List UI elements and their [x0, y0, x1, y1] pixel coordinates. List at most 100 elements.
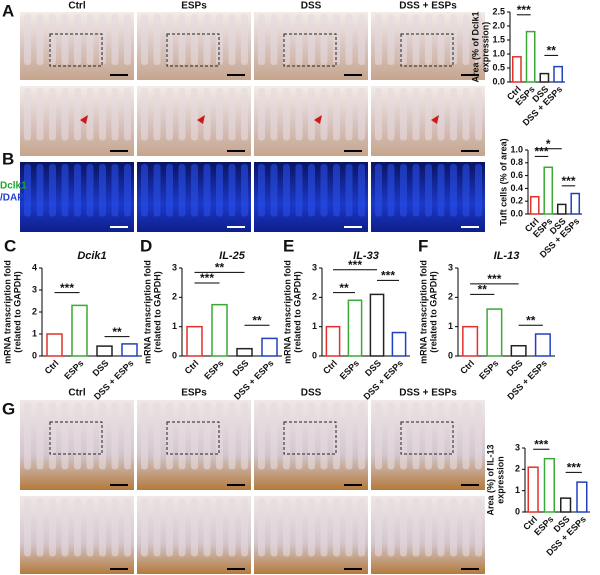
- villus: [36, 14, 44, 65]
- villus: [24, 498, 31, 557]
- bar: [236, 347, 253, 357]
- panel-letter: C: [4, 236, 16, 255]
- villus: [333, 164, 340, 217]
- y-tick-label: 3: [312, 262, 317, 272]
- villus: [345, 88, 353, 141]
- villus: [241, 402, 248, 470]
- villus: [358, 14, 365, 65]
- villus: [358, 402, 365, 470]
- villus: [141, 402, 148, 470]
- significance-label: **: [526, 313, 536, 327]
- significance-label: *: [546, 137, 551, 151]
- bar: [121, 343, 138, 357]
- column-label: DSS: [301, 1, 322, 12]
- zoom-box: [166, 33, 220, 67]
- x-tick-label: DSS: [230, 358, 250, 378]
- villus: [124, 88, 131, 141]
- bar: [539, 72, 550, 83]
- column-label: DSS: [301, 388, 322, 399]
- bar: [527, 466, 539, 513]
- villus: [308, 164, 315, 217]
- villus: [450, 498, 457, 557]
- villus: [258, 164, 265, 217]
- villus: [425, 14, 432, 65]
- y-tick-label: 0: [32, 350, 37, 360]
- zoom-box: [400, 33, 454, 67]
- villus: [283, 164, 290, 217]
- villus: [86, 14, 94, 65]
- y-tick-label: 2: [172, 292, 177, 302]
- villus: [203, 88, 211, 141]
- bar: [347, 299, 363, 357]
- x-tick-label: Ctrl: [183, 358, 201, 376]
- x-tick-label: Ctrl: [458, 358, 476, 376]
- villus: [178, 402, 186, 470]
- villus: [203, 402, 211, 470]
- villus: [178, 498, 186, 557]
- villus: [333, 498, 340, 557]
- villus: [99, 88, 106, 141]
- y-axis-label: mRNA transcription fold: [2, 260, 12, 364]
- column-label: ESPs: [181, 388, 207, 399]
- villus: [400, 14, 407, 65]
- villus: [191, 402, 198, 470]
- column-label: Ctrl: [68, 388, 85, 399]
- villus: [320, 164, 328, 217]
- villus: [61, 88, 69, 141]
- y-axis-label: Area (% of Dclk1: [470, 11, 480, 82]
- significance-label: **: [215, 261, 225, 275]
- y-tick-label: 0.0: [492, 76, 505, 86]
- y-tick-label: 3: [448, 262, 453, 272]
- villus: [61, 164, 69, 217]
- panel-letter: B: [2, 149, 14, 168]
- villus: [462, 14, 470, 65]
- villus: [86, 88, 94, 141]
- zoom-box: [283, 421, 337, 455]
- villus: [425, 164, 432, 217]
- y-axis-label: (related to GAPDH): [428, 271, 438, 353]
- y-axis-label: (related to GAPDH): [12, 271, 22, 353]
- villus: [320, 402, 328, 470]
- zoom-box: [49, 33, 103, 67]
- villus: [61, 14, 69, 65]
- villus: [24, 402, 31, 470]
- villus: [191, 88, 198, 141]
- villus: [216, 164, 223, 217]
- arrowhead: [431, 115, 439, 124]
- villus: [400, 402, 407, 470]
- y-tick-label: 2: [448, 292, 453, 302]
- significance-label: **: [112, 325, 122, 339]
- villus: [36, 498, 44, 557]
- villus: [283, 88, 290, 141]
- significance-label: ***: [534, 145, 548, 159]
- villus: [295, 14, 303, 65]
- y-tick-label: 4: [32, 262, 37, 272]
- villus: [412, 164, 420, 217]
- villus: [425, 88, 432, 141]
- villus: [437, 498, 445, 557]
- villus: [61, 402, 69, 470]
- y-tick-label: 3: [515, 442, 520, 452]
- villus: [111, 14, 119, 65]
- villus: [153, 164, 161, 217]
- villus: [437, 14, 445, 65]
- villus: [320, 88, 328, 141]
- y-axis-label: expression): [480, 22, 490, 73]
- villus: [295, 402, 303, 470]
- villus: [191, 498, 198, 557]
- villus: [375, 88, 382, 141]
- villus: [345, 14, 353, 65]
- stain-label: Dclk1: [0, 181, 27, 192]
- villus: [308, 498, 315, 557]
- y-tick-label: 0.5: [492, 62, 505, 72]
- villus: [166, 164, 173, 217]
- villus: [49, 402, 56, 470]
- villus: [153, 88, 161, 141]
- bar: [525, 30, 536, 83]
- x-tick-label: ESPs: [477, 358, 500, 381]
- villus: [228, 14, 236, 65]
- x-tick-label: DSS: [90, 358, 110, 378]
- significance-label: ***: [381, 268, 395, 282]
- villus: [258, 14, 265, 65]
- y-tick-label: 0: [312, 350, 317, 360]
